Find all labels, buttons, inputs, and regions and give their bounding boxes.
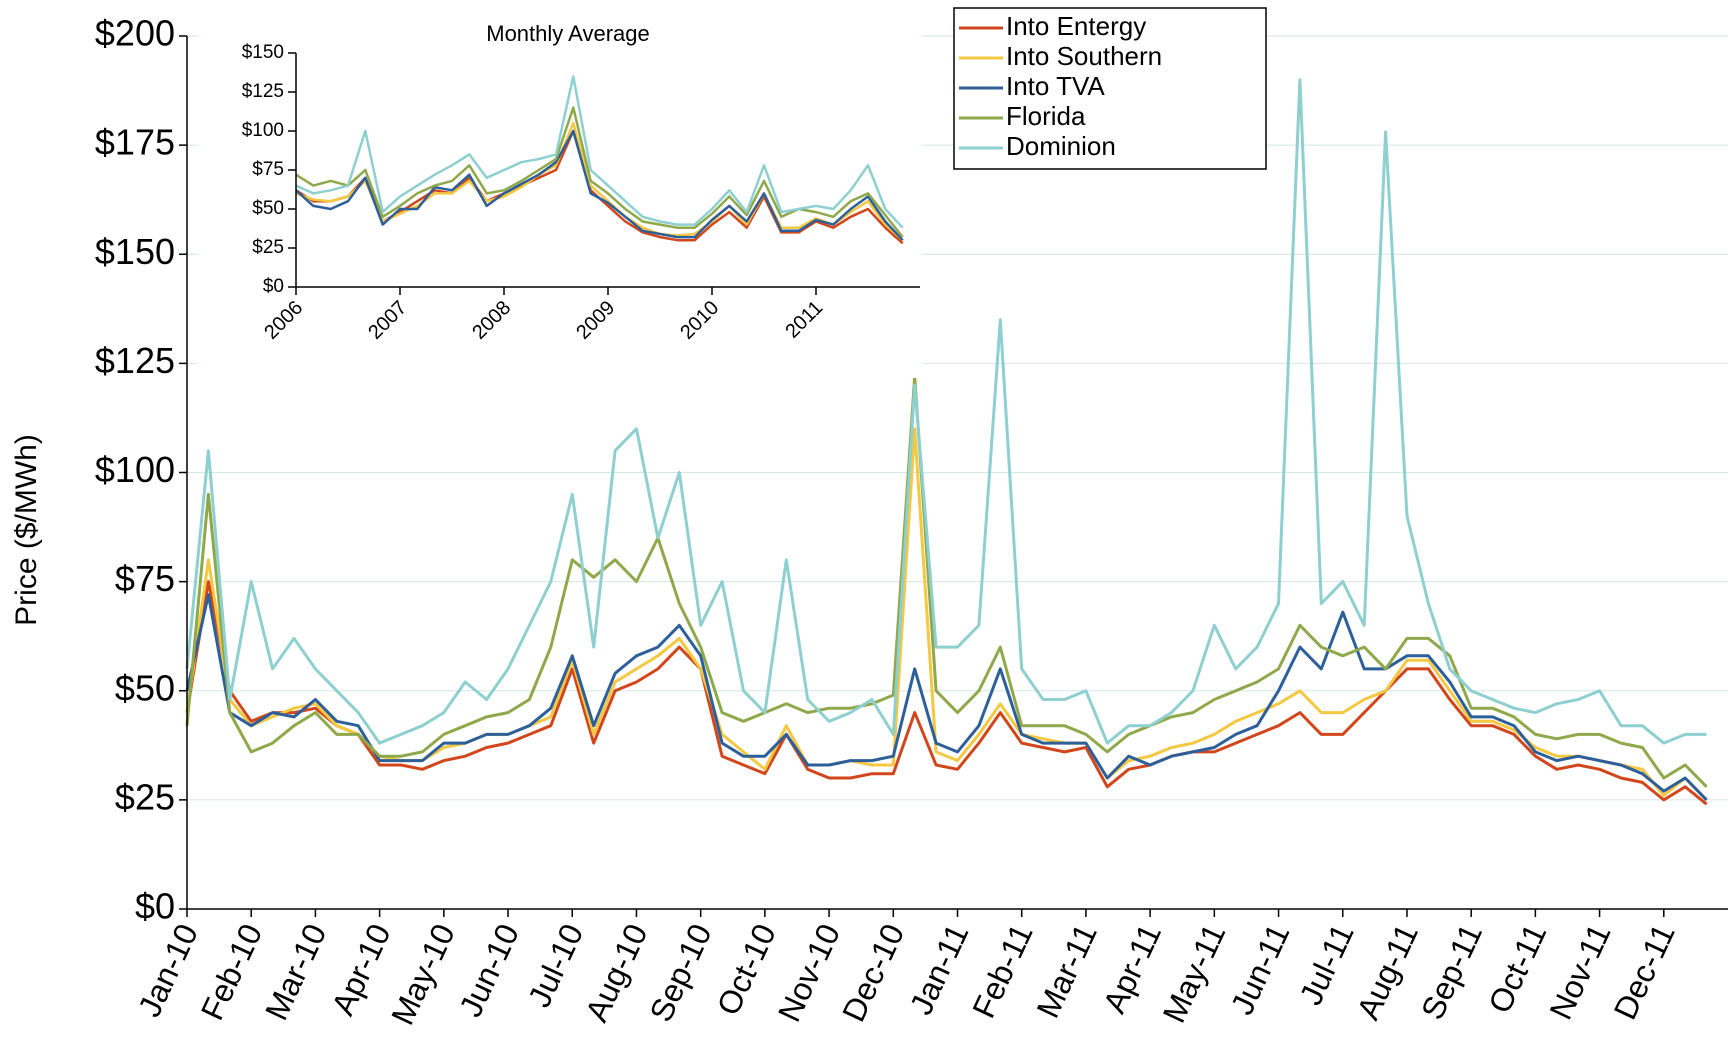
y-tick-label: $125	[95, 340, 175, 381]
y-tick-label: $150	[242, 42, 284, 63]
legend-box	[953, 7, 1267, 170]
legend-label: Into TVA	[1006, 71, 1105, 101]
y-tick-label: $0	[135, 886, 175, 927]
y-tick-label: $25	[115, 776, 175, 817]
y-tick-label: $25	[252, 237, 284, 258]
y-tick-label: $100	[95, 449, 175, 490]
x-tick-label: Mar-10	[258, 918, 333, 1025]
x-tick-label: Oct-10	[710, 918, 783, 1020]
x-tick-label: Apr-10	[324, 918, 397, 1020]
series-line	[295, 121, 904, 242]
series-line	[295, 75, 904, 229]
legend-label: Florida	[1006, 101, 1086, 131]
x-tick-label: Jan-10	[131, 918, 205, 1022]
x-tick-label: Jul-11	[1292, 918, 1360, 1010]
series-line	[185, 580, 1708, 806]
y-tick-label: $75	[252, 159, 284, 180]
y-tick-label: $200	[95, 13, 175, 54]
y-tick-label: $150	[95, 231, 175, 272]
x-tick-label: Mar-11	[1029, 918, 1103, 1023]
y-tick-label: $50	[115, 667, 175, 708]
inset-background	[198, 0, 922, 378]
x-tick-label: Oct-11	[1481, 918, 1553, 1018]
x-tick-label: Sep-11	[1414, 918, 1489, 1025]
series-line	[185, 427, 1708, 801]
y-tick-label: $0	[263, 276, 284, 297]
series-line	[185, 78, 1707, 745]
chart-title: Monthly Average	[486, 21, 649, 46]
legend-label: Into Southern	[1006, 41, 1162, 71]
x-tick-label: Feb-11	[965, 918, 1039, 1023]
legend-label: Dominion	[1006, 131, 1116, 161]
y-tick-label: $175	[95, 122, 175, 163]
y-tick-label: $75	[115, 558, 175, 599]
series-line	[185, 593, 1708, 801]
y-axis-label: Price ($/MWh)	[10, 434, 43, 626]
x-tick-label: Jul-10	[521, 918, 590, 1012]
series-line	[185, 375, 1708, 788]
legend-label: Into Entergy	[1006, 11, 1146, 41]
series-line	[295, 129, 904, 242]
y-tick-label: $100	[242, 120, 284, 141]
y-tick-label: $50	[252, 198, 284, 219]
x-tick-label: Jan-11	[903, 918, 976, 1020]
x-tick-label: Apr-11	[1096, 918, 1168, 1018]
x-tick-label: Dec-11	[1607, 918, 1682, 1025]
y-tick-label: $125	[242, 81, 284, 102]
x-tick-label: Jun-11	[1224, 918, 1297, 1020]
x-tick-label: Jun-10	[452, 918, 526, 1022]
